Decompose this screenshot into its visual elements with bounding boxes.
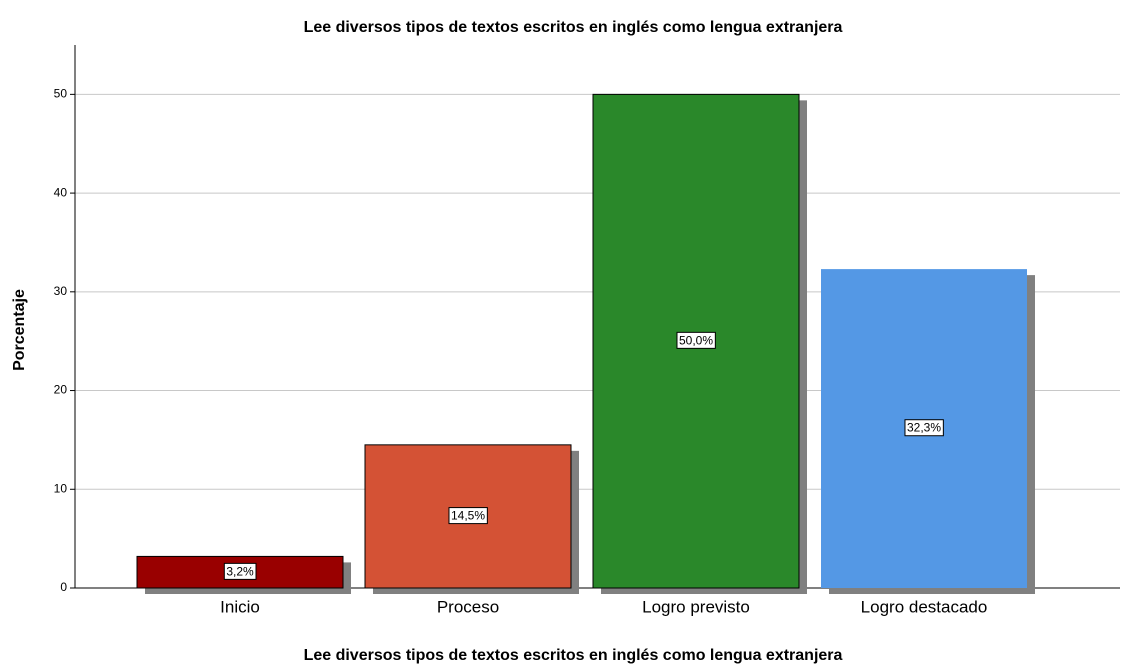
value-label-box: [904, 419, 944, 437]
x-axis-title: Lee diversos tipos de textos escritos en…: [304, 647, 843, 664]
x-tick-label: Logro destacado: [861, 597, 988, 616]
value-label-box: [223, 562, 257, 580]
value-label: 3,2%: [226, 564, 254, 578]
value-label: 32,3%: [907, 421, 941, 435]
y-tick-label: 50: [54, 87, 68, 101]
chart-title: Lee diversos tipos de textos escritos en…: [304, 19, 843, 36]
y-tick-label: 30: [54, 284, 68, 298]
value-label: 50,0%: [679, 333, 713, 347]
value-label: 14,5%: [451, 509, 485, 523]
y-tick-label: 10: [54, 481, 68, 495]
value-label-box: [448, 507, 488, 525]
value-label-box: [676, 331, 716, 349]
x-tick-label: Logro previsto: [642, 597, 750, 616]
x-tick-label: Proceso: [437, 597, 499, 616]
y-tick-label: 20: [54, 383, 68, 397]
y-tick-label: 40: [54, 185, 68, 199]
y-tick-label: 0: [60, 580, 67, 594]
y-axis-title: Porcentaje: [11, 289, 28, 371]
x-tick-label: Inicio: [220, 597, 260, 616]
